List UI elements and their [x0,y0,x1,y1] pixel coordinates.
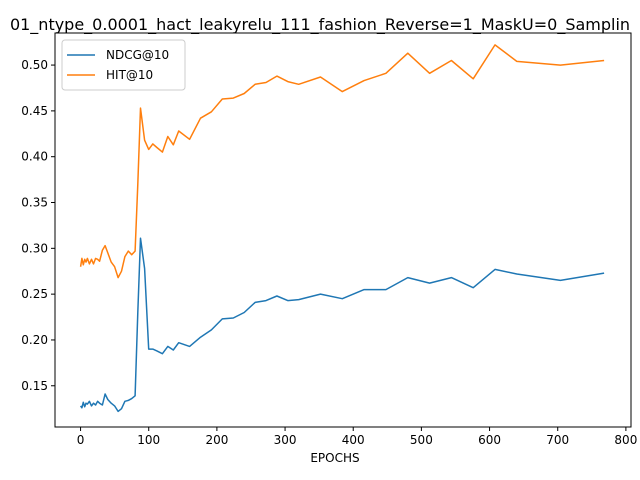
x-tick-label: 500 [410,433,433,447]
x-tick-label: 200 [205,433,228,447]
y-tick-label: 0.40 [21,150,48,164]
x-tick-label: 0 [77,433,85,447]
legend: NDCG@10 HIT@10 [61,39,186,91]
legend-label: NDCG@10 [106,48,169,62]
legend-box [61,39,186,91]
y-tick-label: 0.50 [21,58,48,72]
y-axis: 0.15 0.20 0.25 0.30 0.35 0.40 0.45 0.50 [21,58,55,393]
y-tick-label: 0.30 [21,241,48,255]
x-tick-label: 400 [342,433,365,447]
x-axis-label: EPOCHS [310,451,359,465]
y-tick-label: 0.35 [21,196,48,210]
x-tick-label: 800 [614,433,637,447]
legend-label: HIT@10 [106,68,153,82]
series-line-ndcg-10 [79,237,605,413]
chart-title: 01_ntype_0.0001_hact_leakyrelu_111_fashi… [10,15,630,35]
series-layer [79,44,605,413]
y-tick-label: 0.45 [21,104,48,118]
y-tick-label: 0.15 [21,379,48,393]
x-tick-label: 700 [546,433,569,447]
y-tick-label: 0.25 [21,287,48,301]
x-tick-label: 300 [274,433,297,447]
series-line-hit-10 [79,44,605,279]
plot-frame [54,32,632,428]
y-tick-label: 0.20 [21,333,48,347]
x-axis: 0 100 200 300 400 500 600 700 800 [77,427,637,447]
x-tick-label: 100 [137,433,160,447]
x-tick-label: 600 [478,433,501,447]
